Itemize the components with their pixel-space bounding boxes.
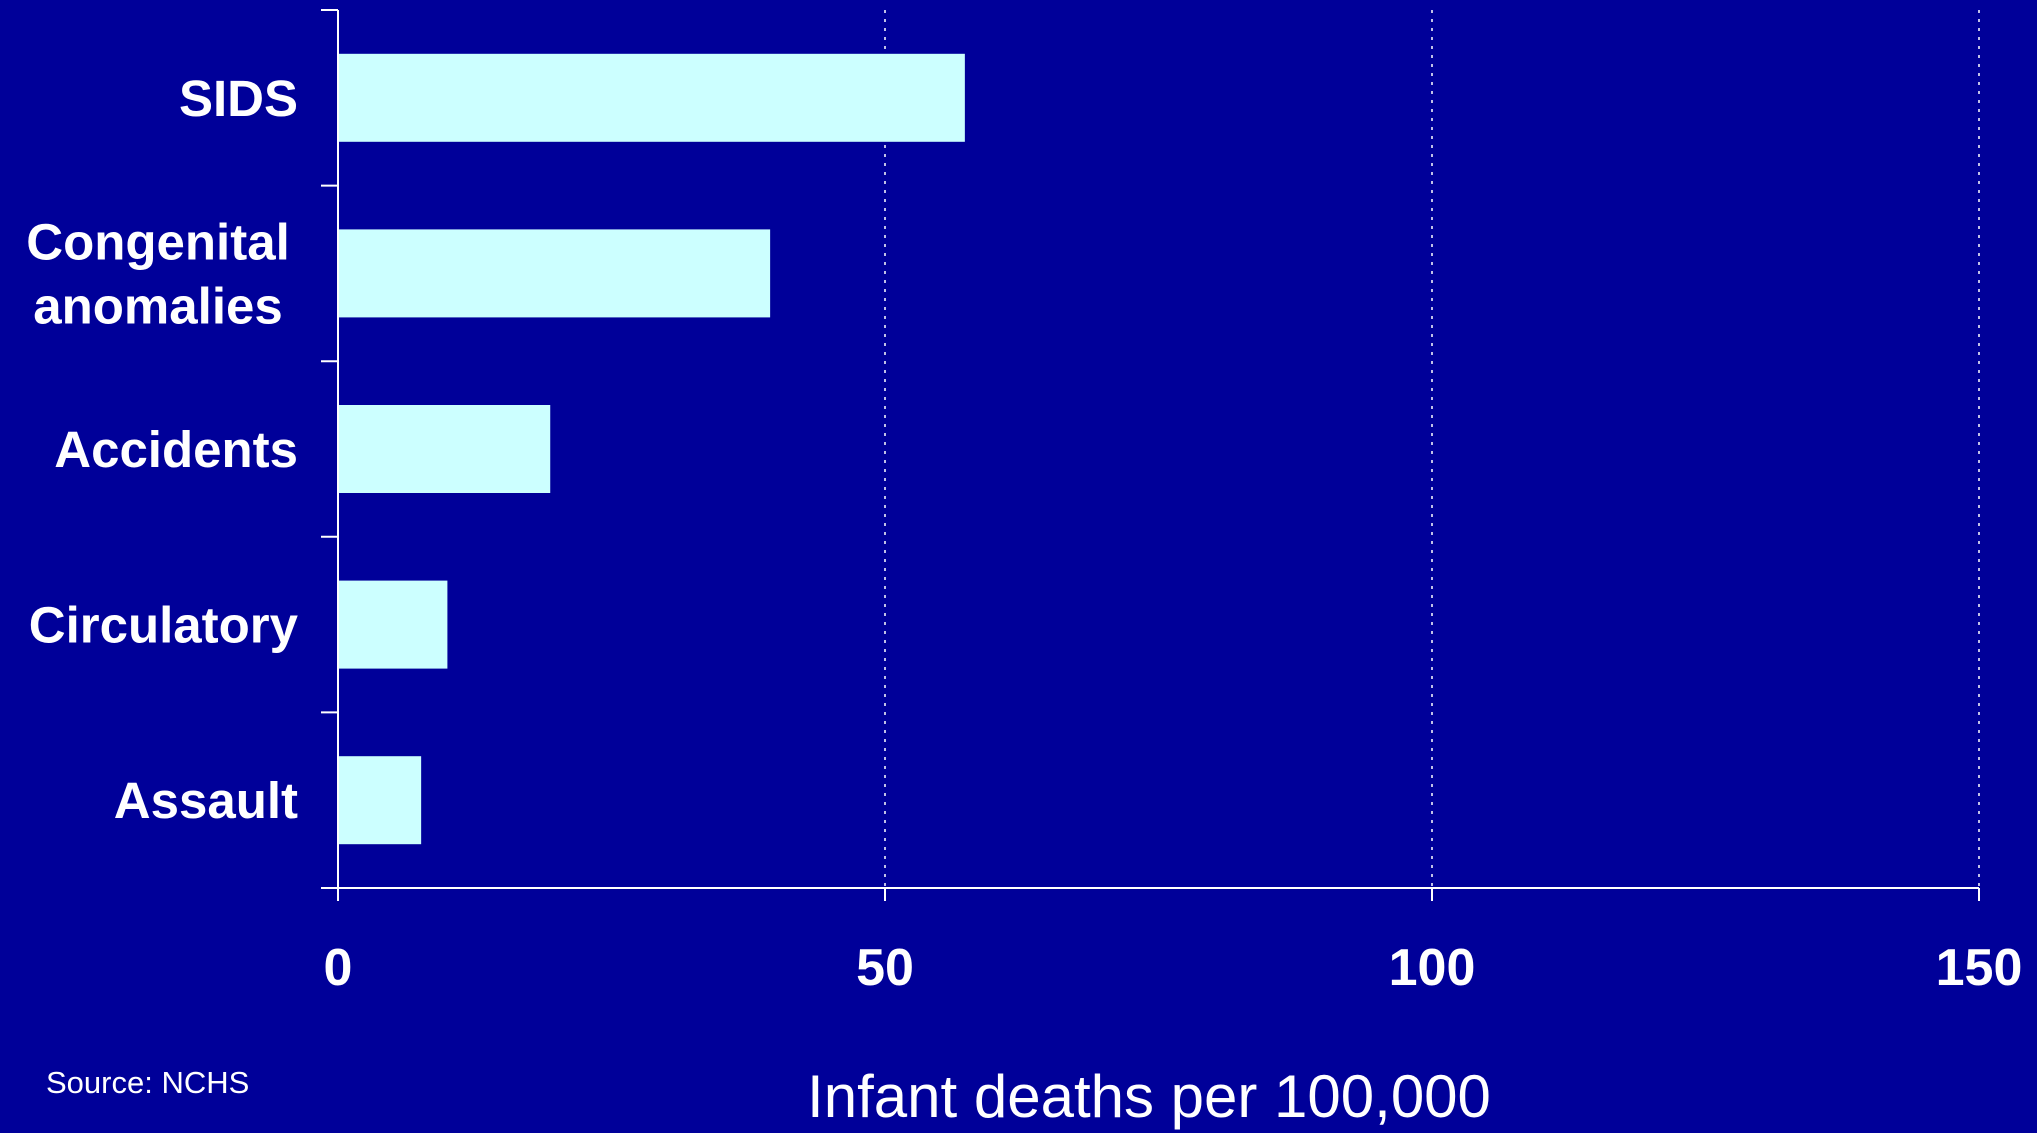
x-tick-label: 50 [856,939,914,997]
bar-assault [339,756,422,845]
category-label: Congenital [26,213,290,270]
source-note: Source: NCHS [46,1065,249,1100]
category-label: Accidents [54,421,298,478]
category-label: Assault [114,772,298,829]
x-tick-label: 0 [324,939,353,997]
bar-congenital-anomalies [339,229,771,318]
bar-sids [339,53,965,142]
bar-circulatory [339,580,448,669]
x-tick-label: 100 [1389,939,1476,997]
category-label: anomalies [33,277,282,334]
bar-accidents [339,405,551,493]
x-tick-label: 150 [1936,939,2023,997]
category-label: Circulatory [29,597,299,654]
x-axis-title: Infant deaths per 100,000 [807,1063,1491,1130]
category-label: SIDS [179,70,298,127]
